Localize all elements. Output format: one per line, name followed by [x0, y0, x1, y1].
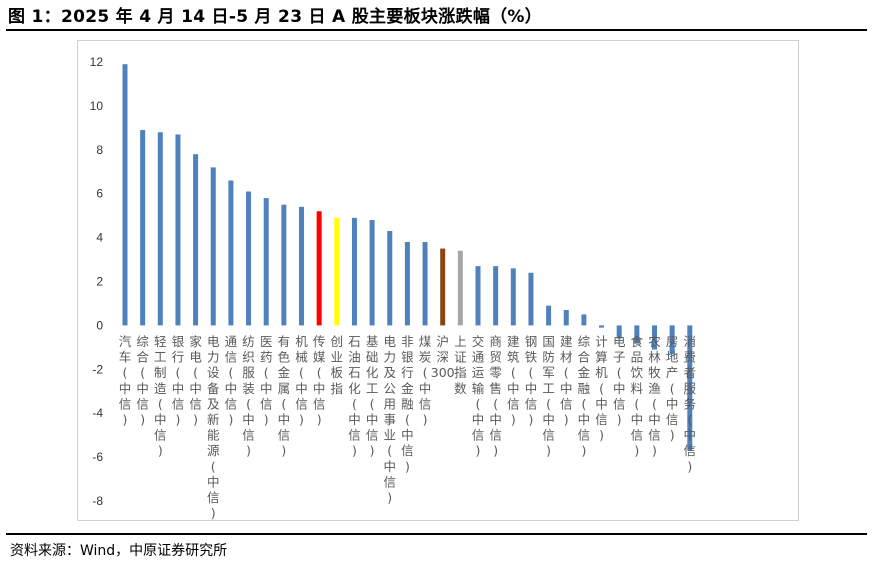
category-label: 上证指数 [454, 334, 467, 396]
category-label: 银行(中信) [172, 334, 185, 427]
category-label: 电子(中信) [613, 334, 626, 427]
category-label: 钢铁(中信) [525, 334, 538, 427]
bar [687, 325, 693, 451]
bar [422, 241, 428, 326]
category-label: 消费者服务(中信) [684, 334, 697, 474]
category-label: 商贸零售(中信) [489, 334, 502, 458]
category-label: 通信(中信) [225, 334, 238, 427]
bar [175, 134, 181, 326]
y-tick-label: 0 [96, 318, 103, 332]
y-tick-label: 2 [96, 275, 103, 289]
bar [404, 241, 410, 326]
y-tick-label: 10 [90, 99, 104, 113]
category-label: 机械(中信) [295, 334, 308, 427]
category-label: 煤炭(中信) [419, 334, 432, 427]
category-label: 食品饮料(中信) [631, 334, 644, 458]
bar [228, 180, 234, 326]
bars [122, 64, 693, 451]
bar [334, 217, 340, 326]
category-label: 综合(中信) [136, 334, 149, 427]
category-label: 非银行金融(中信) [401, 334, 414, 474]
figure-title: 图 1：2025 年 4 月 14 日-5 月 23 日 A 股主要板块涨跌幅（… [8, 7, 543, 27]
category-label: 计算机(中信) [595, 334, 608, 443]
category-label: 国防军工(中信) [542, 334, 555, 458]
y-tick-label: -6 [92, 450, 103, 464]
source-note: 资料来源：Wind，中原证券研究所 [10, 543, 228, 559]
bar [140, 130, 146, 326]
bar [616, 325, 622, 339]
category-label: 电力设备及新能源(中信) [207, 334, 220, 521]
bar [581, 314, 587, 326]
bar [281, 204, 287, 326]
bar [263, 198, 269, 326]
bar [546, 305, 552, 326]
bar [634, 325, 640, 343]
bar [457, 250, 463, 326]
category-label: 综合金融(中信) [578, 334, 591, 458]
bar [210, 167, 216, 326]
y-tick-label: 6 [96, 187, 103, 201]
y-tick-label: 4 [96, 231, 103, 245]
bar [510, 268, 516, 326]
bar [493, 266, 499, 326]
category-label: 汽车(中信) [119, 334, 132, 427]
bar [351, 217, 357, 326]
category-label: 建材(中信) [560, 334, 573, 427]
bar [475, 266, 481, 326]
y-tick-label: -8 [92, 494, 103, 508]
bar [316, 211, 322, 326]
category-label: 农林牧渔(中信) [648, 334, 661, 458]
bar [669, 325, 675, 354]
y-tick-label: 8 [96, 143, 103, 157]
category-label: 石油石化(中信) [348, 334, 361, 458]
category-label: 家电(中信) [189, 334, 202, 427]
category-label: 电力及公用事业(中信) [383, 334, 396, 505]
bar [528, 272, 534, 326]
bar [563, 310, 569, 326]
y-tick-label: 12 [90, 55, 104, 69]
y-tick-label: -2 [92, 362, 103, 376]
top-rule [6, 29, 867, 31]
category-label: 医药(中信) [260, 334, 273, 427]
category-labels: 汽车(中信) 综合(中信) 轻工制造(中信) 银行(中信) 家电(中信) 电力设备及新能源… [119, 334, 697, 521]
bar [299, 206, 304, 326]
bar [440, 248, 446, 326]
category-label: 基础化工(中信) [366, 334, 379, 458]
category-label: 建筑(中信) [507, 334, 520, 427]
category-label: 纺织服装(中信) [242, 334, 255, 458]
category-label: 有色金属(中信) [278, 334, 291, 458]
bar [369, 220, 375, 326]
bar [652, 325, 657, 350]
category-label: 房地产(中信) [666, 334, 679, 443]
category-label: 交通运输(中信) [472, 334, 485, 458]
category-label: 传媒(中信) [313, 334, 326, 427]
bar [246, 191, 252, 326]
category-label: 沪深 300 [431, 334, 455, 380]
y-tick-label: -4 [92, 406, 103, 420]
bar [193, 154, 199, 326]
y-axis-ticks: 12 10 8 6 4 2 0 -2 -4 -6 -8 [90, 55, 104, 508]
category-label: 创业板指 [331, 334, 344, 396]
category-label: 轻工制造(中信) [154, 334, 167, 458]
bar [157, 132, 163, 326]
bar [387, 231, 393, 326]
bar [122, 64, 128, 326]
bottom-rule [6, 533, 867, 535]
bar [599, 325, 605, 328]
